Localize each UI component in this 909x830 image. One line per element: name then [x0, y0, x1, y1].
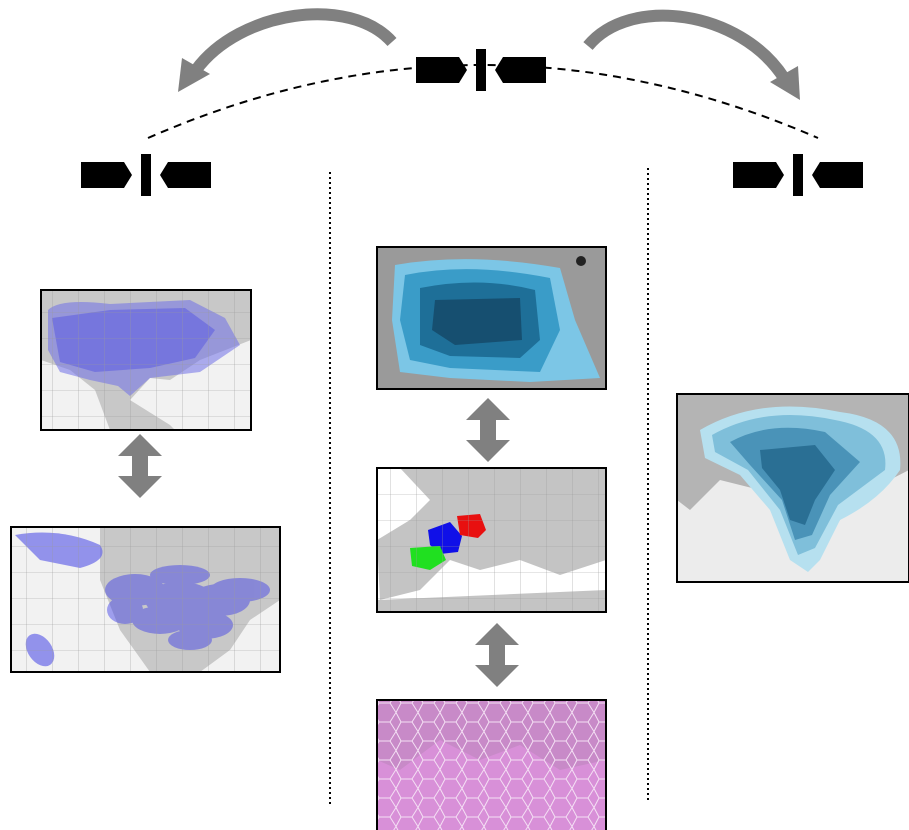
double-arrow: [475, 623, 519, 687]
double-arrow: [118, 434, 162, 498]
coverage-map: [377, 247, 606, 389]
move-arrow-right: [583, 9, 800, 100]
panel-border: [10, 526, 281, 673]
panel-border: [676, 393, 909, 583]
coverage-map: [677, 394, 909, 582]
satellite: [81, 154, 211, 196]
orbit-arc: [147, 64, 819, 139]
panel-border: [376, 467, 607, 613]
coverage-map: [377, 700, 606, 830]
coverage-map: [41, 290, 251, 430]
coverage-map: [11, 527, 280, 672]
panel-border: [40, 289, 252, 431]
panel-border: [376, 699, 607, 830]
satellite: [416, 49, 546, 91]
double-arrow: [466, 398, 510, 462]
satellite: [733, 154, 863, 196]
move-arrow-left: [178, 8, 397, 92]
panel-border: [376, 246, 607, 390]
coverage-map: [377, 468, 606, 612]
